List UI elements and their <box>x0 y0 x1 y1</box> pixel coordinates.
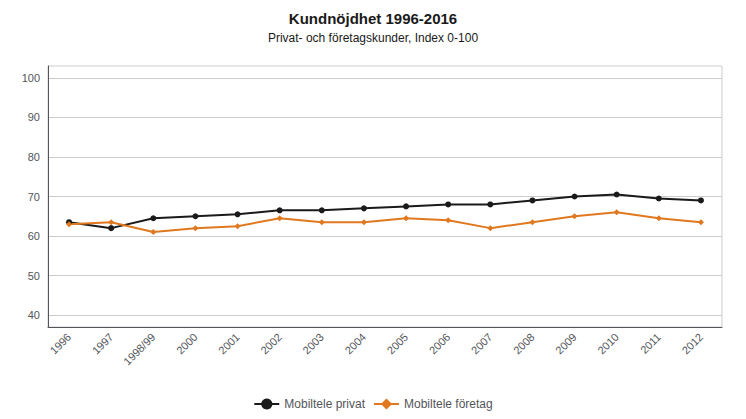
svg-text:1998/99: 1998/99 <box>121 331 158 368</box>
svg-text:2004: 2004 <box>342 331 368 357</box>
svg-text:80: 80 <box>28 151 40 163</box>
svg-text:2011: 2011 <box>638 331 663 356</box>
svg-text:1997: 1997 <box>90 331 116 357</box>
svg-text:2005: 2005 <box>385 331 411 357</box>
svg-text:2001: 2001 <box>216 331 242 357</box>
svg-text:100: 100 <box>22 72 40 84</box>
svg-text:2007: 2007 <box>469 331 495 357</box>
svg-text:2008: 2008 <box>511 331 537 357</box>
svg-text:Mobiltele privat: Mobiltele privat <box>284 397 365 411</box>
svg-text:2002: 2002 <box>258 331 284 357</box>
svg-text:2000: 2000 <box>174 331 200 357</box>
svg-text:2006: 2006 <box>427 331 453 357</box>
svg-text:2003: 2003 <box>300 331 326 357</box>
svg-text:Mobiltele företag: Mobiltele företag <box>404 397 493 411</box>
svg-text:2010: 2010 <box>595 331 621 357</box>
svg-text:Kundnöjdhet 1996-2016: Kundnöjdhet 1996-2016 <box>289 10 457 27</box>
svg-text:40: 40 <box>28 309 40 321</box>
svg-text:1996: 1996 <box>48 331 74 357</box>
svg-text:2012: 2012 <box>679 331 705 357</box>
svg-text:Privat- och företagskunder, In: Privat- och företagskunder, Index 0-100 <box>268 31 478 45</box>
svg-text:60: 60 <box>28 230 40 242</box>
svg-text:70: 70 <box>28 191 40 203</box>
svg-text:2009: 2009 <box>553 331 579 357</box>
svg-text:50: 50 <box>28 270 40 282</box>
svg-text:90: 90 <box>28 111 40 123</box>
